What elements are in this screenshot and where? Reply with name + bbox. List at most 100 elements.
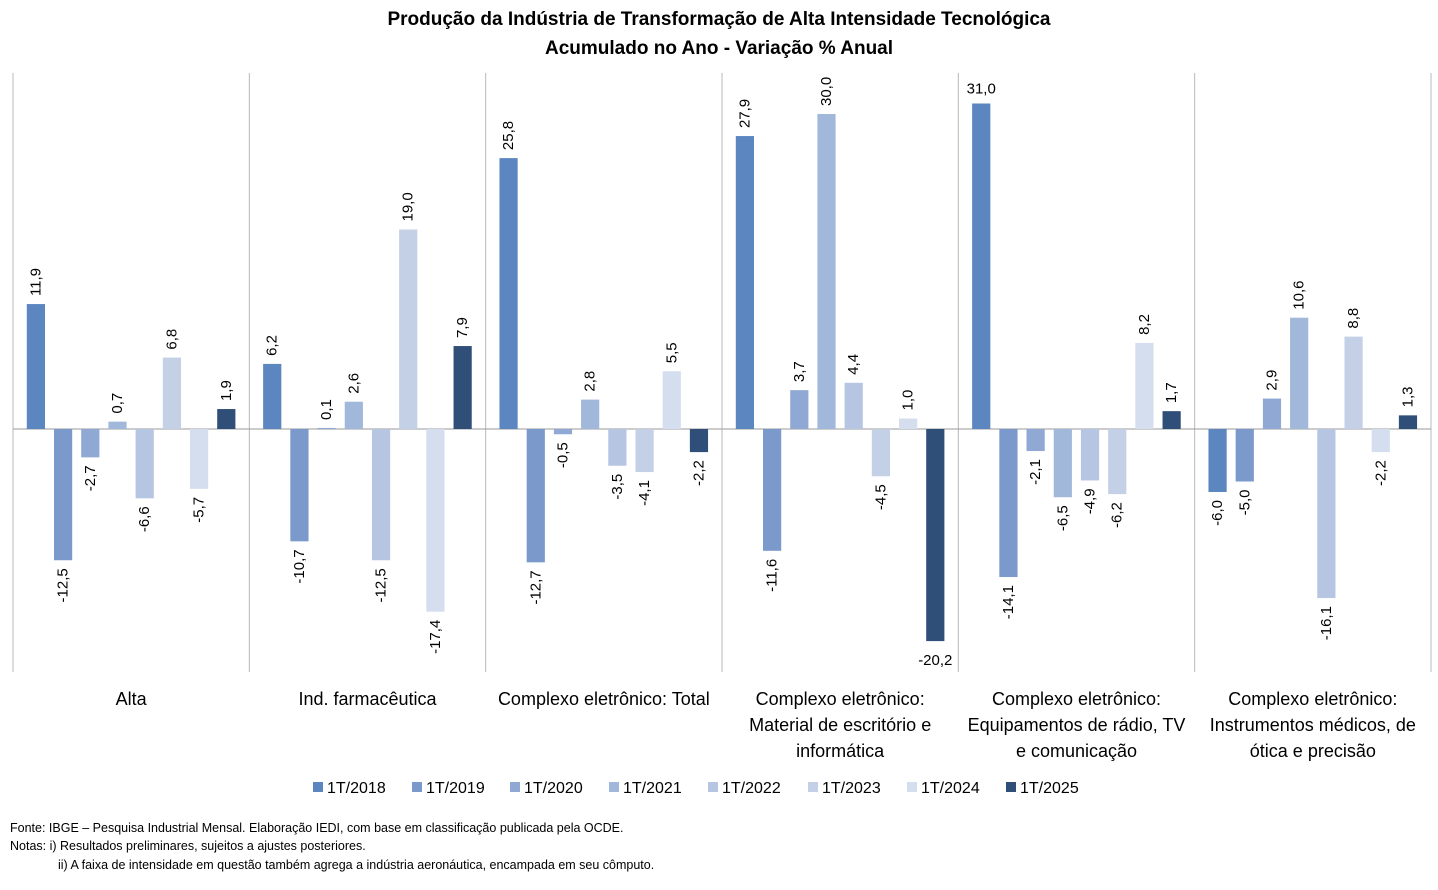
data-label: 27,9 — [736, 99, 753, 128]
data-label: -17,4 — [427, 620, 444, 654]
bar — [1080, 429, 1100, 481]
data-label: 0,1 — [318, 399, 335, 420]
bar — [763, 429, 782, 551]
legend-swatch — [907, 782, 917, 792]
legend-swatch — [412, 782, 422, 792]
data-label: 30,0 — [818, 77, 835, 106]
bar — [190, 429, 209, 489]
bar — [899, 418, 918, 429]
bar — [162, 357, 181, 429]
bar — [1208, 429, 1227, 492]
bar — [1026, 429, 1045, 452]
category-label: Alta — [116, 689, 148, 709]
data-label: 1,0 — [900, 390, 917, 411]
bar — [635, 429, 654, 473]
bar — [54, 429, 73, 561]
bar — [1371, 429, 1390, 453]
bar — [1290, 317, 1309, 429]
bar — [290, 429, 309, 542]
data-label: -6,5 — [1054, 505, 1071, 531]
category-label: Complexo eletrônico: — [992, 689, 1161, 709]
data-label: -16,1 — [1318, 606, 1335, 640]
data-label: 2,6 — [345, 373, 362, 394]
bar — [790, 390, 809, 429]
bar — [844, 382, 863, 429]
data-label: 0,7 — [109, 393, 126, 414]
data-label: 2,9 — [1263, 370, 1280, 391]
data-label: -20,2 — [918, 652, 952, 669]
bar — [972, 103, 991, 429]
legend-label: 1T/2021 — [623, 780, 682, 797]
data-label: 19,0 — [400, 192, 417, 221]
data-label: 1,9 — [218, 380, 235, 401]
data-label: 10,6 — [1291, 280, 1308, 309]
data-label: -0,5 — [554, 442, 571, 468]
chart-subtitle: Acumulado no Ano - Variação % Anual — [544, 38, 894, 59]
legend-swatch — [708, 782, 718, 792]
category-label: Complexo eletrônico: — [1228, 689, 1397, 709]
data-label: 4,4 — [845, 354, 862, 375]
legend-swatch — [313, 782, 323, 792]
bar — [1344, 336, 1363, 429]
bar — [817, 114, 836, 429]
legend-label: 1T/2024 — [921, 780, 980, 797]
data-label: 7,9 — [454, 317, 471, 338]
category-label: informática — [796, 741, 885, 761]
data-label: -11,6 — [764, 559, 781, 592]
data-label: -14,1 — [1000, 585, 1017, 619]
legend-swatch — [808, 782, 818, 792]
data-label: -4,1 — [636, 480, 653, 506]
bar — [1135, 342, 1154, 429]
legend-label: 1T/2022 — [722, 780, 781, 797]
bar — [526, 429, 545, 563]
category-label: Ind. farmacêutica — [298, 689, 437, 709]
legend-swatch — [609, 782, 619, 792]
note-i: Notas: i) Resultados preliminares, sujei… — [10, 839, 366, 853]
data-label: -5,7 — [191, 497, 208, 523]
data-label: -2,2 — [1372, 460, 1389, 486]
data-label: 1,3 — [1399, 386, 1416, 407]
bar — [735, 136, 754, 430]
data-label: -6,6 — [136, 506, 153, 532]
bar — [217, 409, 236, 429]
data-label: -10,7 — [291, 549, 308, 583]
data-label: -4,9 — [1082, 488, 1099, 514]
chart-title: Produção da Indústria de Transformação d… — [387, 9, 1051, 30]
data-label: 6,2 — [264, 335, 281, 356]
bar — [1108, 429, 1127, 495]
data-label: 6,8 — [163, 329, 180, 350]
data-label: -2,1 — [1027, 459, 1044, 485]
legend-label: 1T/2023 — [822, 780, 881, 797]
bar — [689, 429, 709, 453]
bar — [1235, 429, 1254, 482]
bar — [581, 399, 600, 429]
bar — [1262, 398, 1282, 429]
data-label: 11,9 — [27, 268, 44, 296]
bar — [926, 429, 945, 642]
legend-swatch — [510, 782, 520, 792]
category-label: Complexo eletrônico: — [756, 689, 925, 709]
category-label: Equipamentos de rádio, TV — [968, 715, 1186, 735]
data-label: 3,7 — [791, 361, 808, 382]
bar — [399, 229, 418, 429]
legend-label: 1T/2020 — [524, 780, 583, 797]
bar — [871, 429, 890, 477]
data-label: 2,8 — [582, 371, 599, 392]
bar — [999, 429, 1018, 578]
data-label: -12,7 — [527, 570, 544, 604]
bar — [263, 363, 282, 429]
bar — [426, 429, 445, 612]
bar — [1317, 429, 1336, 599]
bar — [135, 429, 154, 499]
bar — [499, 158, 518, 429]
category-label: Instrumentos médicos, de — [1210, 715, 1416, 735]
bar — [371, 429, 391, 561]
note-ii: ii) A faixa de intensidade em questão ta… — [58, 858, 655, 872]
data-label: -2,7 — [82, 465, 99, 491]
bar — [1053, 429, 1072, 498]
data-label: 31,0 — [967, 81, 996, 98]
bar — [1162, 411, 1181, 429]
bar — [1398, 415, 1418, 429]
data-label: -5,0 — [1236, 490, 1253, 516]
